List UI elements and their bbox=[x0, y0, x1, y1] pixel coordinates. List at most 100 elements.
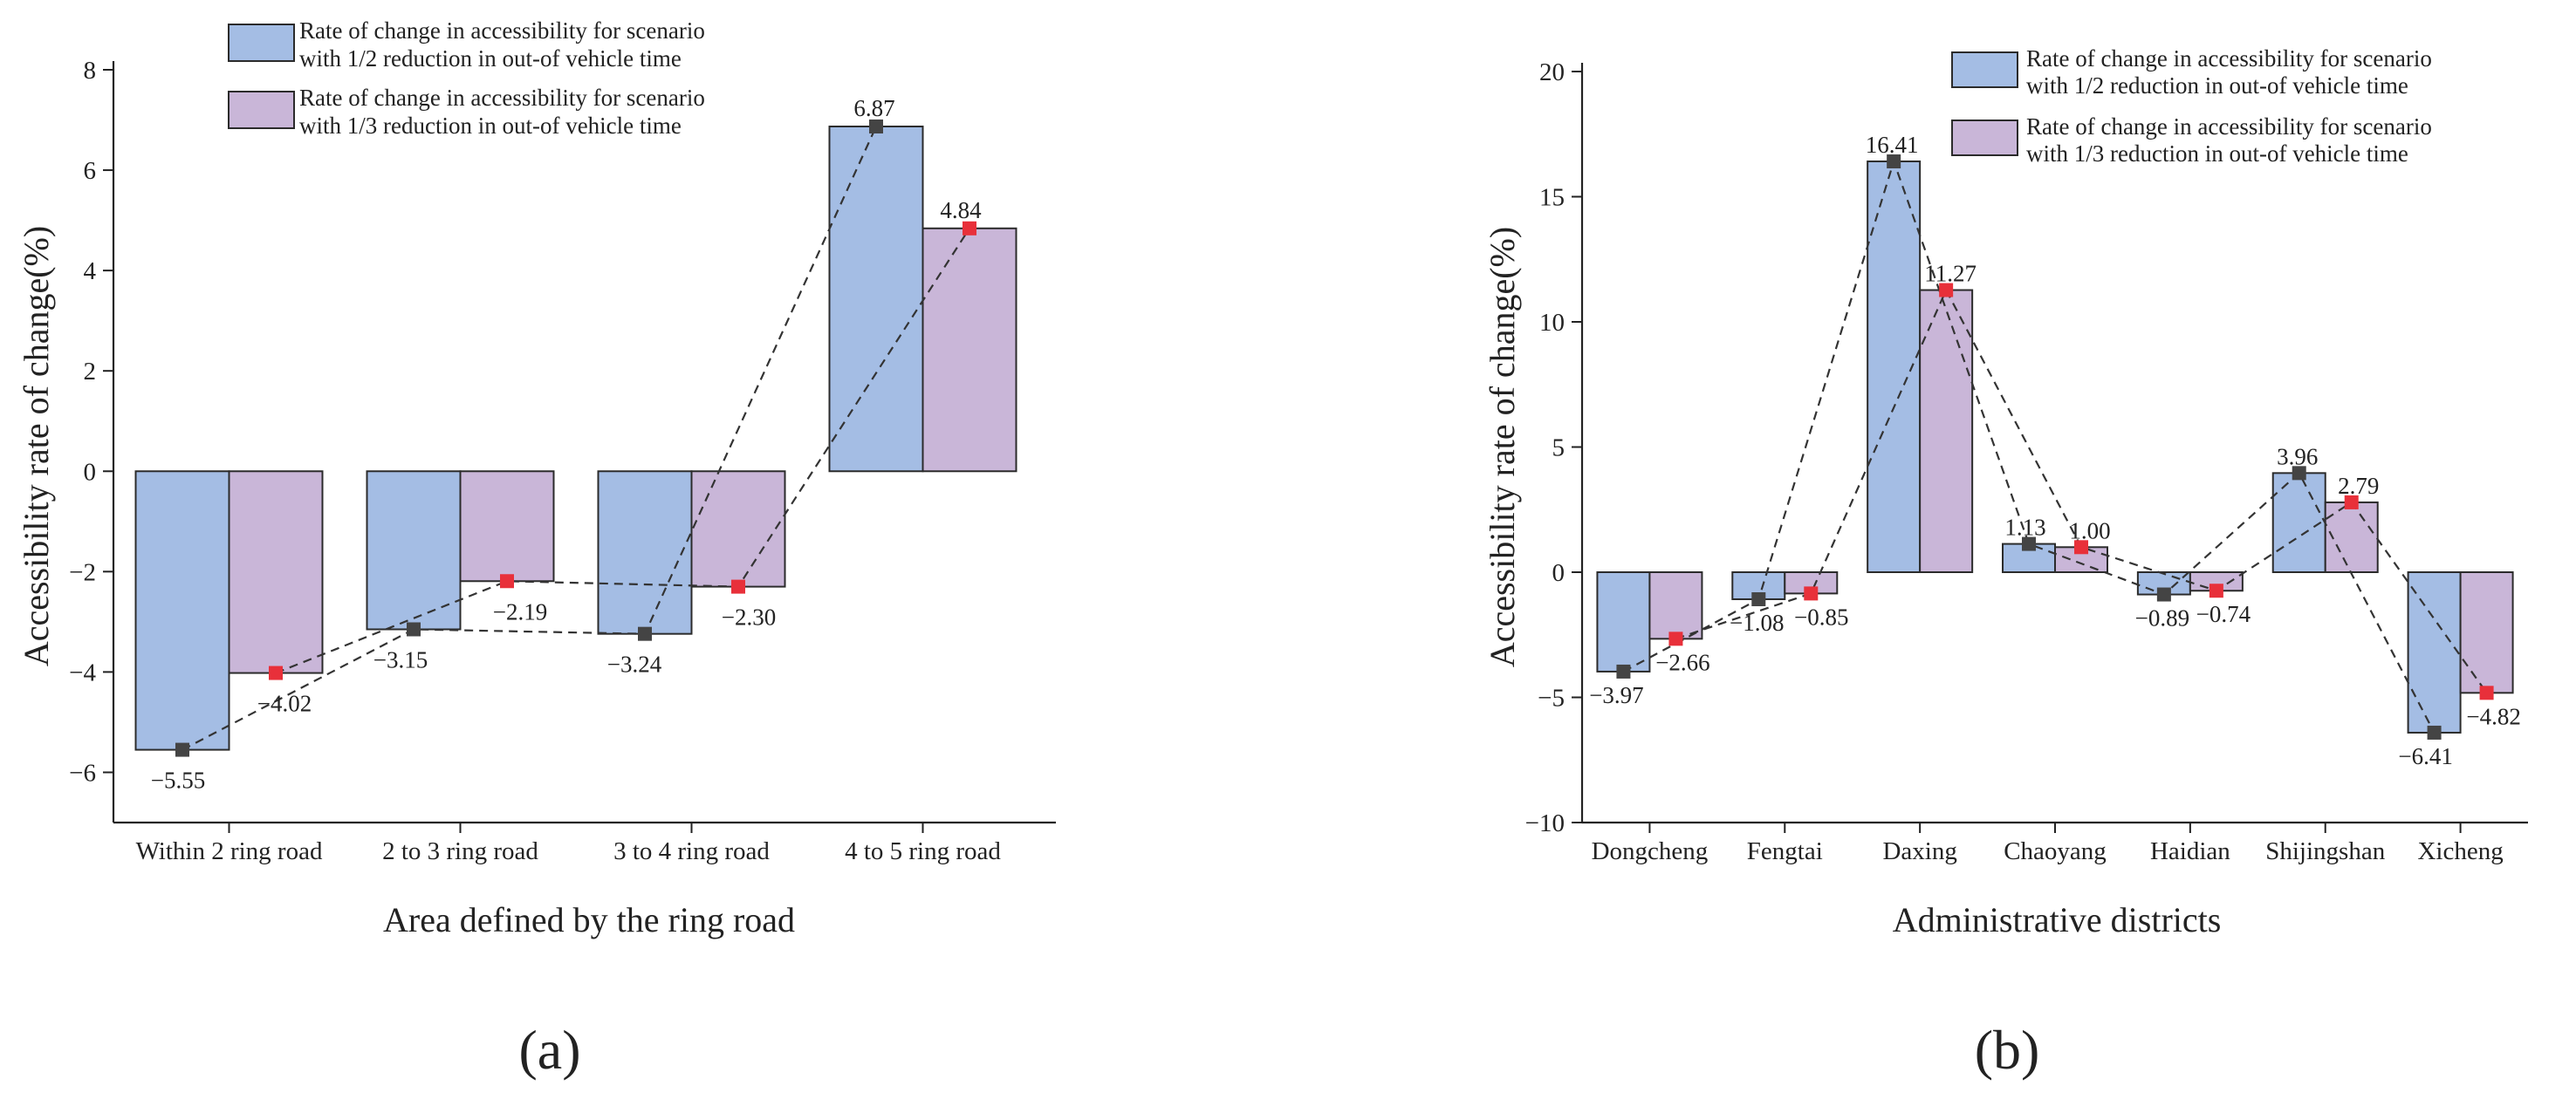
x-tick-label: Fengtai bbox=[1747, 837, 1823, 865]
legend-swatch-series-1 bbox=[228, 24, 295, 62]
marker-series-1 bbox=[638, 626, 652, 641]
bar-series-2 bbox=[690, 470, 786, 588]
legend-label-series-2: with 1/3 reduction in out-of vehicle tim… bbox=[2026, 140, 2408, 167]
y-tick-label: −2 bbox=[69, 558, 96, 586]
x-tick-label: 4 to 5 ring road bbox=[845, 837, 1001, 865]
marker-series-2 bbox=[963, 221, 976, 236]
marker-series-2 bbox=[1939, 283, 1954, 297]
data-label-series-1: −1.08 bbox=[1730, 610, 1784, 636]
bar-series-2 bbox=[459, 470, 555, 583]
y-tick-label: 0 bbox=[84, 458, 97, 486]
data-label-series-1: 16.41 bbox=[1866, 132, 1919, 158]
bar-series-1 bbox=[828, 126, 924, 473]
legend-label-series-1: with 1/2 reduction in out-of vehicle tim… bbox=[299, 45, 682, 72]
bar-series-2 bbox=[1648, 571, 1703, 640]
y-tick-label: −6 bbox=[69, 759, 96, 787]
x-tick-label: Daxing bbox=[1882, 837, 1956, 865]
data-label-series-1: −0.89 bbox=[2135, 605, 2189, 632]
legend-label-series-1: with 1/2 reduction in out-of vehicle tim… bbox=[2026, 72, 2408, 99]
data-label-series-1: 1.13 bbox=[2004, 515, 2045, 541]
marker-series-1 bbox=[407, 622, 421, 637]
data-label-series-2: 2.79 bbox=[2338, 473, 2379, 499]
y-tick-label: 15 bbox=[1539, 184, 1565, 212]
data-label-series-2: −4.02 bbox=[257, 691, 312, 717]
y-tick-label: 0 bbox=[1552, 559, 1565, 587]
bar-series-1 bbox=[1596, 571, 1651, 673]
data-label-series-2: 1.00 bbox=[2069, 517, 2110, 543]
data-label-series-1: −3.24 bbox=[607, 652, 662, 678]
marker-series-1 bbox=[1751, 591, 1766, 606]
legend-swatch-series-2 bbox=[228, 91, 295, 129]
y-tick-label: −10 bbox=[1525, 809, 1565, 837]
marker-series-2 bbox=[2209, 584, 2223, 598]
legend-swatch-series-2 bbox=[1951, 119, 2018, 156]
bar-series-1 bbox=[2271, 472, 2326, 574]
trend-line-series-2 bbox=[275, 228, 970, 674]
y-tick-label: −5 bbox=[1538, 685, 1565, 713]
trend-line-series-1 bbox=[182, 126, 878, 751]
marker-series-2 bbox=[2074, 540, 2089, 555]
x-tick-label: Xicheng bbox=[2417, 837, 2503, 865]
bar-series-2 bbox=[921, 227, 1017, 473]
legend-label-series-1: Rate of change in accessibility for scen… bbox=[2026, 45, 2432, 72]
y-tick-label: 2 bbox=[84, 358, 97, 386]
data-label-series-2: −2.66 bbox=[1655, 649, 1709, 675]
y-tick-label: 6 bbox=[84, 157, 97, 185]
marker-series-1 bbox=[2156, 587, 2171, 602]
data-label-series-1: −3.97 bbox=[1589, 682, 1643, 708]
marker-series-2 bbox=[731, 579, 745, 594]
y-tick-label: −4 bbox=[69, 659, 96, 686]
data-label-series-2: −4.82 bbox=[2466, 703, 2520, 729]
data-label-series-1: −6.41 bbox=[2398, 743, 2452, 769]
legend-swatch-series-1 bbox=[1951, 51, 2018, 88]
panel-caption: (b) bbox=[1975, 1019, 2040, 1081]
panel-b-chart: −10 −5 0 5 10 15 20 Dongcheng Fengtai Daxing Chaoy… bbox=[1483, 45, 2528, 1081]
y-axis-title: Accessibility rate of change(%) bbox=[17, 226, 56, 666]
x-tick-label: Chaoyang bbox=[2004, 837, 2107, 865]
y-axis-title: Accessibility rate of change(%) bbox=[1483, 227, 1522, 667]
bar-series-2 bbox=[228, 470, 324, 674]
marker-series-1 bbox=[1887, 154, 1901, 169]
x-tick-label: Haidian bbox=[2150, 837, 2230, 865]
marker-series-1 bbox=[2022, 536, 2037, 551]
marker-series-1 bbox=[2292, 466, 2306, 481]
marker-series-2 bbox=[269, 666, 283, 680]
marker-series-1 bbox=[1616, 664, 1631, 679]
panel-a-chart: −6 −4 −2 0 2 4 6 8 Within 2 ring road 2 to 3 ring… bbox=[17, 17, 1056, 1081]
marker-series-2 bbox=[2479, 686, 2494, 700]
x-tick-label: Shijingshan bbox=[2265, 837, 2385, 865]
data-label-series-1: −3.15 bbox=[373, 646, 428, 673]
data-label-series-2: 11.27 bbox=[1924, 261, 1977, 287]
x-tick-label: Dongcheng bbox=[1592, 837, 1709, 865]
y-tick-label: 4 bbox=[84, 257, 97, 285]
marker-series-1 bbox=[869, 119, 883, 134]
data-label-series-1: 3.96 bbox=[2277, 443, 2318, 469]
bar-series-1 bbox=[597, 470, 693, 635]
legend-label-series-2: Rate of change in accessibility for scen… bbox=[299, 85, 705, 111]
y-tick-label: 10 bbox=[1539, 309, 1565, 337]
marker-series-1 bbox=[175, 742, 189, 757]
bar-series-2 bbox=[2459, 571, 2514, 694]
data-label-series-2: 4.84 bbox=[940, 197, 982, 223]
legend-label-series-1: Rate of change in accessibility for scen… bbox=[299, 17, 705, 44]
marker-series-1 bbox=[2427, 725, 2442, 740]
bar-series-2 bbox=[1919, 289, 1974, 573]
panel-caption: (a) bbox=[518, 1019, 580, 1081]
x-axis-title: Administrative districts bbox=[1893, 900, 2222, 939]
marker-series-2 bbox=[1668, 632, 1683, 646]
marker-series-2 bbox=[1804, 586, 1819, 601]
marker-series-2 bbox=[500, 574, 514, 589]
x-tick-label: 2 to 3 ring road bbox=[382, 837, 538, 865]
y-tick-label: 20 bbox=[1539, 58, 1565, 86]
data-label-series-2: −2.30 bbox=[722, 604, 776, 631]
x-axis-title: Area defined by the ring road bbox=[383, 900, 795, 939]
data-label-series-2: −2.19 bbox=[493, 598, 547, 625]
x-tick-label: Within 2 ring road bbox=[136, 837, 323, 865]
data-label-series-1: −5.55 bbox=[151, 768, 205, 794]
data-label-series-2: −0.74 bbox=[2196, 601, 2251, 627]
legend-label-series-2: Rate of change in accessibility for scen… bbox=[2026, 113, 2432, 140]
bar-series-1 bbox=[2407, 571, 2462, 734]
bar-series-1 bbox=[134, 470, 230, 751]
